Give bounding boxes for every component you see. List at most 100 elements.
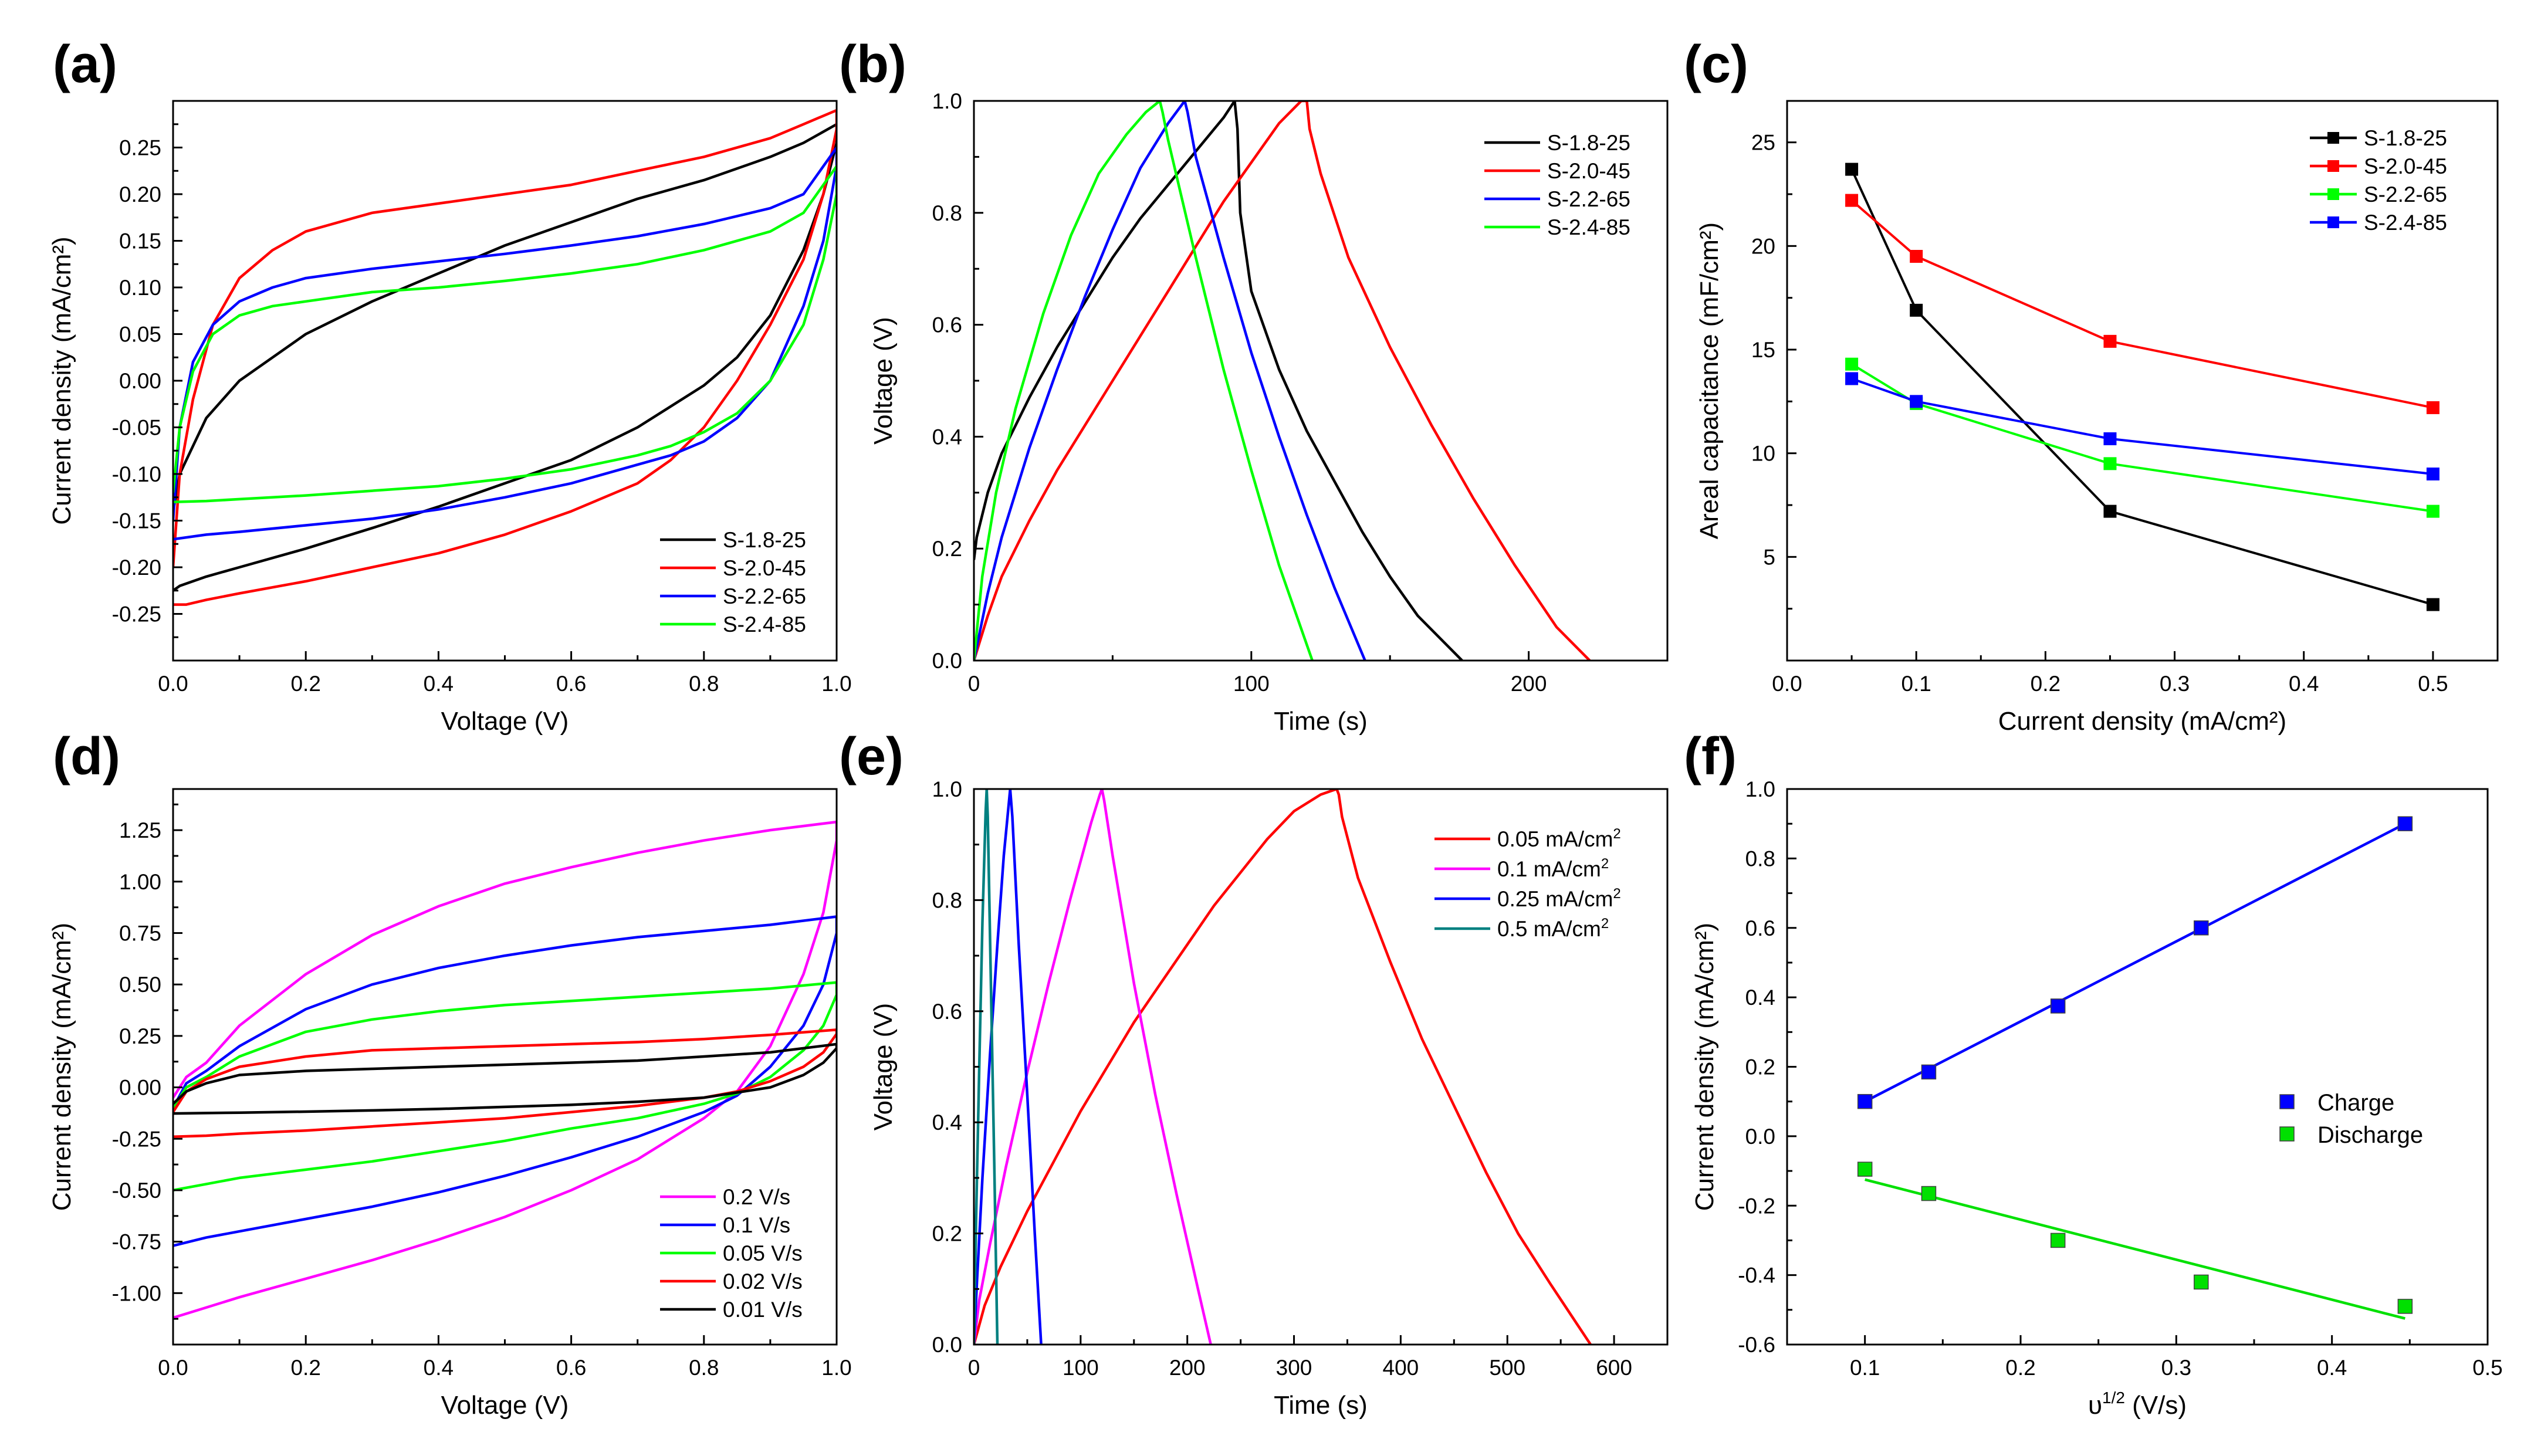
legend-label-s-1-8-25: S-1.8-25	[723, 528, 806, 552]
plot-area	[173, 820, 837, 1319]
legend-label-s-2-0-45: S-2.0-45	[723, 556, 806, 580]
legend: Charge Discharge	[2279, 1090, 2423, 1148]
series-line-s-2-4-85	[974, 101, 1314, 661]
panel-label: (a)	[53, 35, 117, 94]
panel-label: (c)	[1684, 35, 1748, 94]
x-tick-label: 0.0	[158, 1356, 188, 1380]
data-point-s-1-8-25	[2426, 598, 2440, 611]
legend-marker-discharge	[2279, 1126, 2295, 1142]
plot-area	[173, 109, 837, 606]
x-tick-label: 1.0	[821, 672, 851, 696]
y-tick-label: 0.25	[119, 1024, 161, 1048]
x-tick-label: 0.5	[2472, 1356, 2502, 1380]
legend-label-0-05-v-s: 0.05 V/s	[723, 1241, 803, 1265]
series-line-0-1-v-s	[173, 915, 837, 1247]
series-line-0-2-v-s	[173, 820, 837, 1319]
data-point-s-2-2-65	[2426, 504, 2440, 518]
data-point-s-2-0-45	[1910, 250, 1923, 263]
data-point-s-2-4-85	[2103, 432, 2117, 445]
panel-d: (d) 0.0 0.2 0.4 0.6 0.8 1.0 -1.00 -0.75 -0.50 -0.2…	[48, 727, 852, 1420]
y-tick-label: 0.4	[932, 1110, 962, 1135]
data-point-charge	[2397, 816, 2413, 831]
fit-line-discharge	[1865, 1178, 2405, 1320]
x-tick-label: 0.1	[1850, 1356, 1880, 1380]
x-tick-label: 0.3	[2160, 672, 2190, 696]
legend-marker-s-2-2-65	[2327, 188, 2339, 200]
x-tick-label: 0.6	[556, 1356, 586, 1380]
y-axis-title: Voltage (V)	[869, 317, 898, 445]
x-axis-title: Time (s)	[1274, 1391, 1368, 1420]
legend-label-s-2-0-45: S-2.0-45	[2364, 154, 2447, 178]
panel-label: (b)	[839, 35, 906, 94]
legend-marker-s-2-4-85	[2327, 216, 2339, 228]
legend-label-0-1-ma-cm: 0.1 mA/cm2	[1497, 856, 1609, 881]
y-axis-title: Current density (mA/cm²)	[48, 236, 76, 524]
y-tick-label: -0.25	[112, 602, 161, 627]
y-tick-label: 0.50	[119, 973, 161, 997]
plot-area	[974, 101, 1591, 661]
y-tick-label: 1.0	[932, 89, 962, 113]
panel-f: (f) 0.1 0.2 0.3 0.4 0.5 -0.6 -0.4 -0.2 0.0 0.2 0.4 0…	[1684, 727, 2503, 1420]
panel-a: (a) 0.0 0.2 0.4 0.6 0.8 1.0 -0.25 -0.20 -0.15 -0.1…	[48, 35, 852, 736]
data-point-s-2-4-85	[1910, 395, 1923, 408]
x-tick-label: 0.0	[158, 672, 188, 696]
y-tick-label: 1.0	[932, 777, 962, 801]
y-tick-label: -0.10	[112, 462, 161, 486]
series-line-s-2-2-65	[1851, 363, 2434, 513]
series-line-s-2-0-45	[173, 109, 837, 606]
panel-label: (d)	[53, 727, 120, 786]
series-line-0-02-v-s	[173, 1028, 837, 1139]
data-point-discharge	[1857, 1162, 1873, 1177]
y-tick-label: 0.0	[1745, 1125, 1775, 1149]
x-tick-label: 0.8	[689, 672, 719, 696]
data-point-s-1-8-25	[1845, 162, 1859, 176]
plot-frame	[973, 100, 1669, 662]
series-line-s-1-8-25	[974, 101, 1463, 661]
legend-label-0-1-v-s: 0.1 V/s	[723, 1213, 790, 1237]
legend-label-s-2-4-85: S-2.4-85	[1547, 215, 1630, 239]
legend: S-1.8-25 S-2.0-45 S-2.2-65 S-2.4-85	[2310, 126, 2447, 235]
legend-label-0-2-v-s: 0.2 V/s	[723, 1185, 790, 1209]
data-point-charge	[2194, 920, 2209, 936]
series-line-s-1-8-25	[173, 123, 837, 592]
y-tick-label: -1.00	[112, 1281, 161, 1305]
legend-label-s-2-2-65: S-2.2-65	[2364, 182, 2447, 206]
x-tick-label: 0.2	[290, 1356, 320, 1380]
y-tick-label: 0.75	[119, 922, 161, 946]
y-tick-label: 0.2	[1745, 1055, 1775, 1079]
x-tick-label: 1.0	[821, 1356, 851, 1380]
x-tick-label: 400	[1383, 1356, 1419, 1380]
y-tick-label: 0.6	[932, 313, 962, 337]
legend-label-s-2-0-45: S-2.0-45	[1547, 159, 1630, 183]
x-tick-label: 0.6	[556, 672, 586, 696]
plot-area	[974, 789, 1592, 1345]
x-axis-title: Current density (mA/cm²)	[1998, 707, 2286, 736]
panel-b: (b) 0 100 200 0.0 0.2 0.4 0.6 0.8 1.0 Time (s) Volt…	[839, 35, 1669, 736]
series-line-0-05-v-s	[173, 981, 837, 1192]
legend-label-0-5-ma-cm: 0.5 mA/cm2	[1497, 916, 1609, 941]
x-tick-label: 0.0	[1772, 672, 1802, 696]
legend-marker-s-1-8-25	[2327, 132, 2339, 144]
legend-label-0-25-ma-cm: 0.25 mA/cm2	[1497, 886, 1621, 911]
y-tick-label: 0.6	[932, 1000, 962, 1024]
legend-label-s-2-2-65: S-2.2-65	[723, 584, 806, 608]
x-tick-label: 0.4	[2317, 1356, 2347, 1380]
y-tick-label: 0.6	[1745, 916, 1775, 940]
data-point-s-1-8-25	[1910, 303, 1923, 317]
y-tick-label: -0.25	[112, 1127, 161, 1151]
data-point-s-2-4-85	[2426, 468, 2440, 480]
plot-area	[1845, 162, 2440, 611]
y-axis-title: Current density (mA/cm²)	[1690, 923, 1719, 1211]
y-tick-label: 0.20	[119, 182, 161, 206]
x-tick-label: 0	[968, 672, 980, 696]
panel-label: (f)	[1684, 727, 1737, 786]
x-tick-label: 0.8	[689, 1356, 719, 1380]
y-axis-title: Current density (mA/cm²)	[48, 923, 76, 1211]
series-line-s-2-4-85	[173, 165, 837, 503]
legend-label-s-2-4-85: S-2.4-85	[723, 612, 806, 636]
y-tick-label: 20	[1751, 234, 1775, 258]
x-tick-label: 0.4	[2289, 672, 2319, 696]
x-tick-label: 0.2	[290, 672, 320, 696]
y-tick-label: 0.2	[932, 1222, 962, 1246]
